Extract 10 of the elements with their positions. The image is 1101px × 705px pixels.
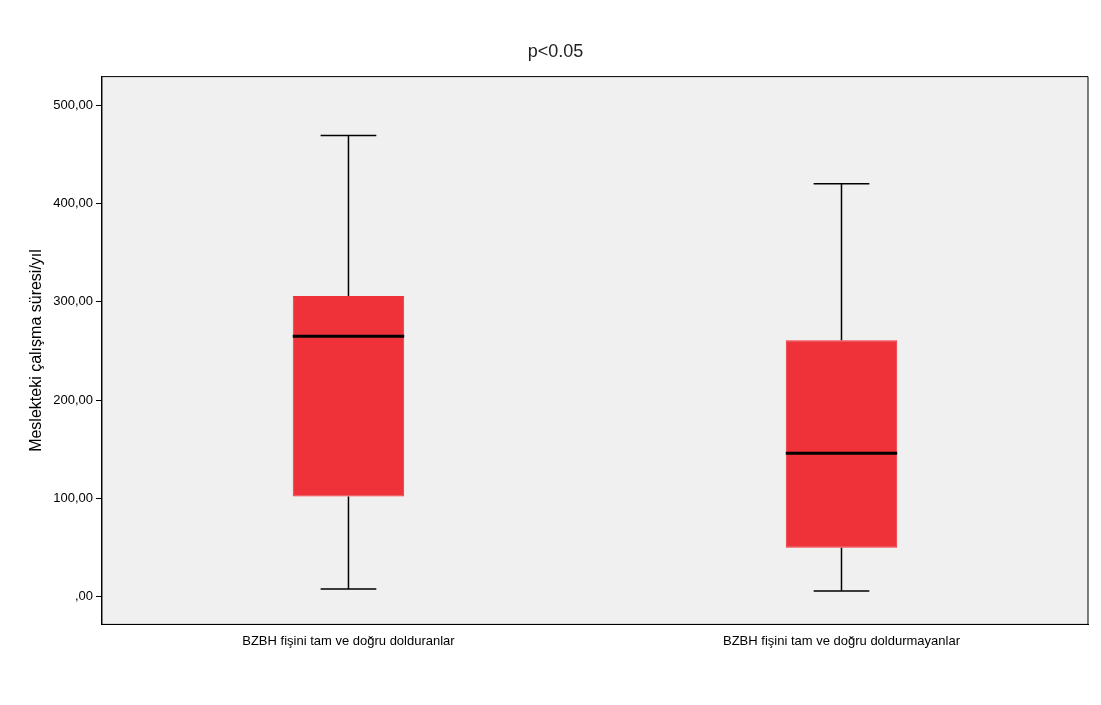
chart-title: p<0.05 <box>527 40 584 61</box>
y-tick-label: ,00 <box>74 588 93 604</box>
y-tick-label: 500,00 <box>53 96 93 112</box>
x-tick-label: BZBH fişini tam ve doğru dolduranlar <box>242 632 456 648</box>
x-tick-label: BZBH fişini tam ve doğru doldurmayanlar <box>722 632 961 648</box>
y-axis-title: Meslekteki çalışma süresi/yıl <box>27 249 45 452</box>
y-tick-label: 100,00 <box>53 490 93 506</box>
y-tick-label: 400,00 <box>53 195 93 211</box>
y-tick-label: 200,00 <box>53 391 93 407</box>
y-tick-label: 300,00 <box>53 293 93 309</box>
